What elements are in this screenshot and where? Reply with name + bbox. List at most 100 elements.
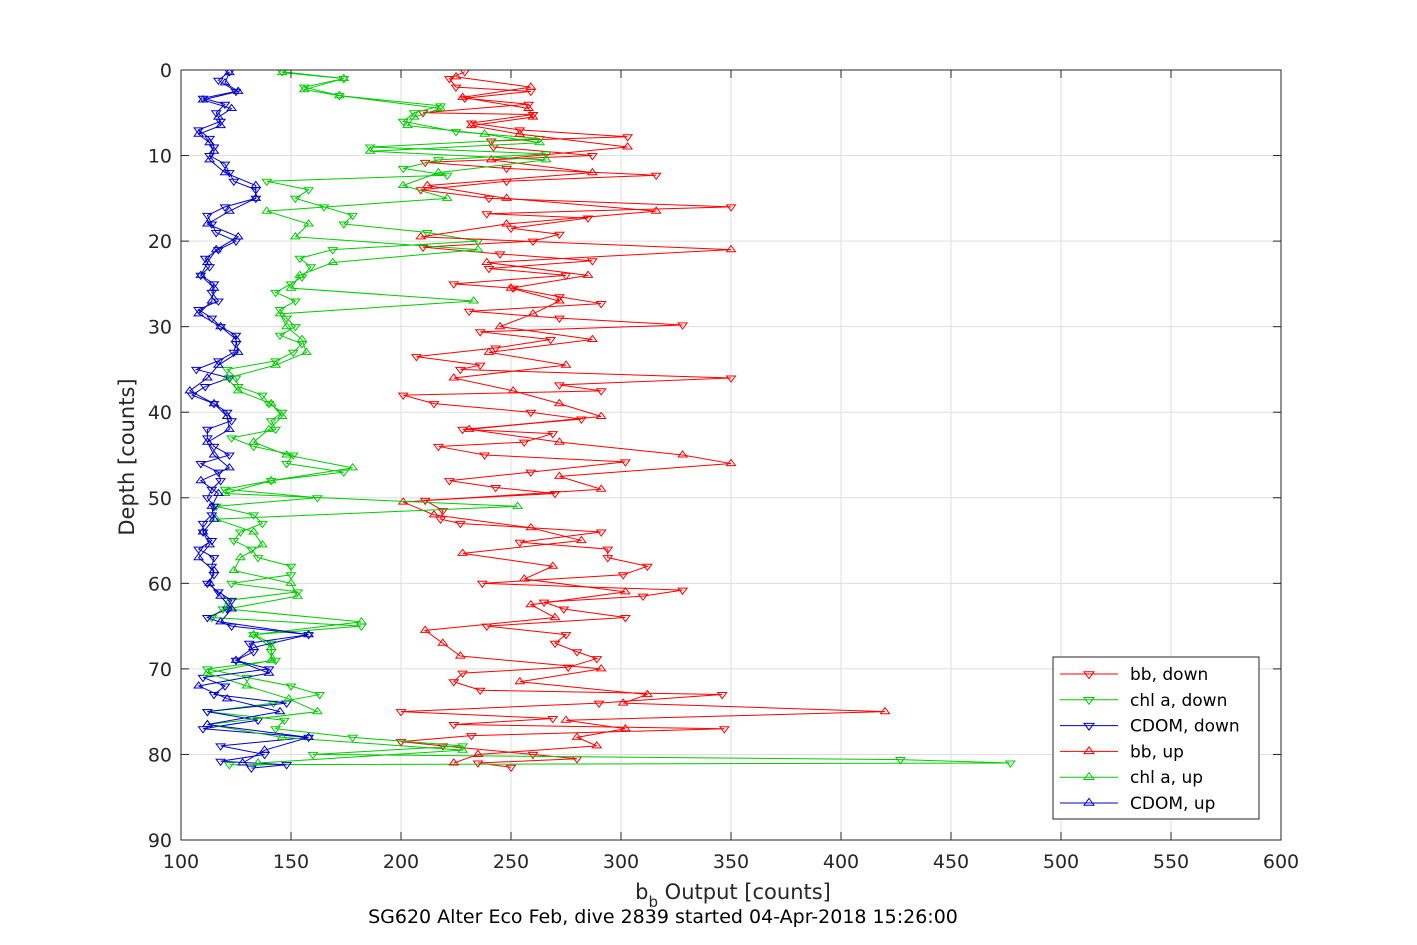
data-point: [230, 655, 242, 663]
x-tick-label: 500: [1043, 851, 1079, 873]
data-point: [274, 308, 286, 317]
data-point: [441, 193, 453, 201]
data-point: [408, 112, 420, 120]
data-point: [553, 231, 565, 240]
data-point: [283, 693, 295, 702]
x-axis-label-main: b: [635, 880, 648, 904]
data-point: [307, 751, 319, 760]
data-point: [338, 73, 350, 82]
data-point: [263, 666, 275, 674]
y-tick-label: 90: [148, 830, 172, 852]
data-point: [212, 247, 224, 255]
data-point: [483, 347, 495, 355]
legend-marker: [1083, 797, 1095, 806]
data-point: [265, 475, 277, 484]
data-point: [457, 548, 469, 556]
x-tick-label: 600: [1263, 851, 1299, 873]
data-point: [259, 745, 271, 753]
data-point: [228, 178, 240, 187]
data-point: [314, 692, 326, 700]
data-point: [224, 70, 235, 77]
data-point: [208, 450, 220, 458]
data-point: [560, 632, 572, 640]
data-point: [472, 244, 484, 253]
data-point: [512, 501, 524, 509]
x-tick-label: 200: [383, 851, 419, 873]
data-point: [263, 424, 275, 432]
data-point: [243, 640, 255, 649]
data-point: [549, 612, 561, 621]
data-point: [212, 358, 224, 366]
data-point: [219, 683, 231, 691]
data-point: [549, 640, 561, 649]
data-point: [250, 193, 262, 201]
y-tick-label: 10: [148, 146, 172, 168]
data-point: [560, 360, 572, 368]
data-point: [208, 443, 220, 452]
data-point: [443, 76, 455, 84]
data-point: [201, 580, 213, 589]
data-point: [232, 347, 244, 355]
y-tick-label: 30: [148, 317, 172, 339]
series-chl-a-up: [201, 70, 552, 766]
ticks: 100 150 200 250 300 350 400 450 500 550 600 0 10 20 30…: [148, 60, 1299, 873]
data-point: [223, 206, 235, 214]
data-point: [454, 651, 466, 659]
data-point: [261, 178, 273, 187]
data-point: [230, 332, 242, 341]
data-point: [465, 120, 477, 129]
legend-marker: [1083, 746, 1095, 755]
data-point: [595, 411, 607, 420]
data-point: [540, 154, 552, 163]
data-point: [190, 366, 202, 375]
data-point: [725, 204, 737, 212]
data-point: [619, 615, 631, 623]
data-point: [448, 281, 460, 289]
data-point: [505, 764, 517, 773]
data-point: [237, 758, 249, 766]
data-point: [575, 416, 587, 424]
data-point: [215, 324, 227, 332]
data-point: [292, 591, 304, 599]
data-point: [204, 154, 216, 163]
data-point: [241, 674, 253, 683]
data-point: [294, 255, 306, 264]
figure-caption: SG620 Alter Eco Feb, dive 2839 started 0…: [368, 906, 958, 928]
series-cdom-up: [184, 70, 315, 766]
data-point: [201, 709, 213, 717]
data-point: [281, 315, 293, 324]
data-point: [725, 244, 737, 253]
data-point: [716, 692, 728, 700]
data-point: [201, 257, 213, 266]
data-point: [195, 461, 207, 469]
data-point: [523, 101, 535, 110]
data-point: [232, 231, 244, 240]
data-point: [228, 565, 240, 574]
data-point: [221, 366, 233, 375]
data-point: [338, 469, 350, 478]
data-point: [364, 146, 376, 154]
data-point: [650, 172, 662, 181]
y-tick-label: 60: [148, 573, 172, 595]
data-point: [303, 219, 315, 227]
data-point: [571, 732, 583, 740]
legend-marker: [1083, 697, 1095, 706]
y-axis-label: Depth [counts]: [115, 378, 139, 535]
data-point: [395, 739, 407, 747]
legend: bb, down chl a, down CDOM, down bb, up chl a…: [1052, 656, 1260, 820]
data-point: [677, 450, 689, 458]
data-point: [494, 251, 506, 259]
data-point: [525, 599, 537, 608]
series-bb-up: [397, 71, 891, 766]
legend-label: chl a, up: [1130, 768, 1203, 788]
data-point: [586, 334, 598, 343]
data-point: [347, 734, 359, 743]
y-tick-label: 0: [160, 60, 172, 82]
data-point: [270, 726, 282, 734]
data-point: [281, 762, 293, 770]
x-tick-label: 400: [823, 851, 859, 873]
data-point: [410, 354, 422, 362]
data-point: [347, 462, 359, 471]
data-point: [327, 247, 339, 255]
data-point: [311, 706, 323, 715]
